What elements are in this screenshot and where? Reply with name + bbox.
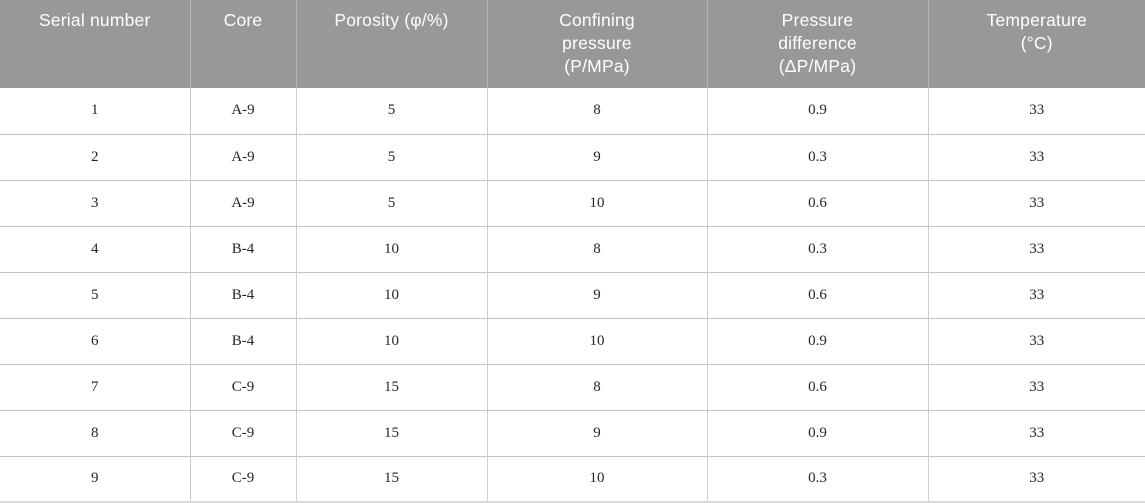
- table-row: 9 C-9 15 10 0.3 33: [0, 455, 1145, 502]
- table-cell: 33: [927, 363, 1145, 410]
- table-cell: 4: [0, 225, 190, 272]
- table-cell: 0.6: [706, 363, 928, 410]
- table-cell: 10: [486, 455, 707, 502]
- table-cell: 3: [0, 179, 190, 226]
- table-cell: 0.3: [706, 455, 928, 502]
- table-cell: 10: [486, 317, 707, 364]
- table-body: 1 A-9 5 8 0.9 33 2 A-9 5 9 0.3 33 3 A-9 …: [0, 88, 1145, 502]
- table-cell: 8: [486, 363, 707, 410]
- table-cell: 1: [0, 88, 190, 134]
- table-row: 3 A-9 5 10 0.6 33: [0, 179, 1145, 226]
- table-cell: B-4: [189, 317, 296, 364]
- table-cell: 10: [486, 179, 707, 226]
- table-cell: 9: [486, 271, 707, 318]
- table-cell: 6: [0, 317, 190, 364]
- table-cell: 8: [486, 88, 707, 134]
- table-cell: 8: [486, 225, 707, 272]
- table-row: 7 C-9 15 8 0.6 33: [0, 363, 1145, 410]
- table-cell: C-9: [189, 363, 296, 410]
- table-cell: A-9: [189, 133, 296, 180]
- table-cell: B-4: [189, 271, 296, 318]
- table-row: 5 B-4 10 9 0.6 33: [0, 271, 1145, 318]
- table-row: 4 B-4 10 8 0.3 33: [0, 225, 1145, 272]
- table-cell: 15: [295, 409, 487, 456]
- table-cell: B-4: [189, 225, 296, 272]
- table-cell: 33: [927, 317, 1145, 364]
- col-header-core: Core: [189, 0, 296, 88]
- table-cell: 0.6: [706, 179, 928, 226]
- table-cell: 33: [927, 225, 1145, 272]
- table-cell: 10: [295, 317, 487, 364]
- table-cell: 0.9: [706, 317, 928, 364]
- table-cell: 5: [0, 271, 190, 318]
- table-cell: 33: [927, 179, 1145, 226]
- table-cell: C-9: [189, 455, 296, 502]
- col-header-serial-number: Serial number: [0, 0, 190, 88]
- table-cell: C-9: [189, 409, 296, 456]
- table-cell: 7: [0, 363, 190, 410]
- table-cell: 15: [295, 455, 487, 502]
- table-row: 1 A-9 5 8 0.9 33: [0, 88, 1145, 134]
- table-row: 6 B-4 10 10 0.9 33: [0, 317, 1145, 364]
- table-cell: 10: [295, 225, 487, 272]
- table-cell: 9: [486, 409, 707, 456]
- col-header-porosity: Porosity (φ/%): [295, 0, 487, 88]
- table-cell: 0.9: [706, 88, 928, 134]
- table-cell: 2: [0, 133, 190, 180]
- col-header-confining-pressure: Confining pressure (P/MPa): [486, 0, 707, 88]
- table-cell: 0.3: [706, 133, 928, 180]
- header-row: Serial number Core Porosity (φ/%) Confin…: [0, 0, 1145, 88]
- table-cell: 9: [486, 133, 707, 180]
- table-header: Serial number Core Porosity (φ/%) Confin…: [0, 0, 1145, 88]
- table-cell: 15: [295, 363, 487, 410]
- table-cell: 5: [295, 133, 487, 180]
- table-cell: 0.6: [706, 271, 928, 318]
- table-row: 2 A-9 5 9 0.3 33: [0, 133, 1145, 180]
- table-cell: 33: [927, 409, 1145, 456]
- col-header-pressure-difference: Pressure difference (ΔP/MPa): [706, 0, 928, 88]
- table-cell: 5: [295, 179, 487, 226]
- table-cell: 0.3: [706, 225, 928, 272]
- table-cell: A-9: [189, 88, 296, 134]
- table-cell: 33: [927, 133, 1145, 180]
- table-cell: 9: [0, 455, 190, 502]
- table-cell: 33: [927, 271, 1145, 318]
- table-cell: 33: [927, 455, 1145, 502]
- table-cell: 10: [295, 271, 487, 318]
- table-cell: 33: [927, 88, 1145, 134]
- table-row: 8 C-9 15 9 0.9 33: [0, 409, 1145, 456]
- table-cell: A-9: [189, 179, 296, 226]
- table-cell: 5: [295, 88, 487, 134]
- table-cell: 8: [0, 409, 190, 456]
- col-header-temperature: Temperature (°C): [927, 0, 1145, 88]
- table-cell: 0.9: [706, 409, 928, 456]
